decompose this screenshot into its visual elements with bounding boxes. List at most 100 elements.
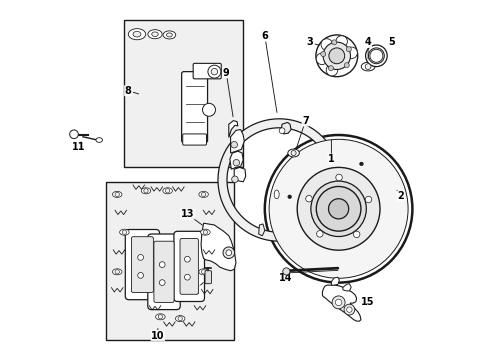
Ellipse shape bbox=[199, 269, 208, 275]
FancyBboxPatch shape bbox=[125, 230, 160, 300]
Circle shape bbox=[202, 103, 216, 116]
Circle shape bbox=[159, 262, 165, 267]
FancyBboxPatch shape bbox=[182, 72, 208, 143]
Polygon shape bbox=[201, 223, 236, 271]
Polygon shape bbox=[230, 151, 243, 169]
Circle shape bbox=[70, 130, 78, 139]
Circle shape bbox=[336, 36, 347, 47]
Ellipse shape bbox=[112, 192, 122, 197]
Circle shape bbox=[166, 189, 170, 193]
Circle shape bbox=[344, 304, 355, 315]
Circle shape bbox=[226, 250, 232, 256]
Text: 5: 5 bbox=[389, 37, 395, 48]
Ellipse shape bbox=[156, 314, 165, 320]
Circle shape bbox=[122, 230, 126, 234]
Circle shape bbox=[283, 268, 290, 275]
FancyBboxPatch shape bbox=[193, 63, 221, 79]
Circle shape bbox=[368, 48, 384, 64]
Circle shape bbox=[347, 307, 352, 312]
Circle shape bbox=[328, 199, 349, 219]
Circle shape bbox=[326, 64, 338, 76]
Text: 7: 7 bbox=[302, 116, 309, 126]
Circle shape bbox=[311, 181, 367, 237]
Polygon shape bbox=[281, 122, 291, 134]
Ellipse shape bbox=[128, 29, 146, 40]
Circle shape bbox=[223, 247, 235, 258]
Circle shape bbox=[265, 135, 413, 283]
Ellipse shape bbox=[288, 149, 299, 157]
Ellipse shape bbox=[274, 190, 279, 199]
Circle shape bbox=[138, 273, 144, 278]
Circle shape bbox=[321, 39, 333, 50]
Circle shape bbox=[201, 192, 206, 197]
Circle shape bbox=[138, 255, 144, 260]
Circle shape bbox=[332, 40, 337, 45]
Ellipse shape bbox=[141, 188, 151, 194]
Polygon shape bbox=[231, 130, 245, 153]
FancyBboxPatch shape bbox=[154, 241, 174, 302]
Circle shape bbox=[316, 186, 361, 231]
Text: 10: 10 bbox=[151, 330, 165, 341]
Polygon shape bbox=[343, 284, 351, 291]
Circle shape bbox=[344, 63, 349, 68]
FancyBboxPatch shape bbox=[131, 237, 153, 292]
Circle shape bbox=[353, 231, 360, 238]
Ellipse shape bbox=[200, 229, 210, 235]
Polygon shape bbox=[218, 119, 335, 241]
Text: 15: 15 bbox=[361, 297, 374, 307]
Text: 6: 6 bbox=[262, 31, 268, 41]
Circle shape bbox=[306, 195, 312, 202]
Circle shape bbox=[332, 296, 345, 309]
Ellipse shape bbox=[152, 32, 158, 36]
Bar bbox=[124, 20, 243, 167]
Circle shape bbox=[203, 230, 208, 234]
Circle shape bbox=[279, 128, 285, 134]
Text: 11: 11 bbox=[72, 142, 85, 152]
Ellipse shape bbox=[361, 62, 375, 71]
Ellipse shape bbox=[148, 30, 162, 39]
FancyBboxPatch shape bbox=[174, 231, 204, 302]
Circle shape bbox=[208, 65, 221, 78]
Polygon shape bbox=[322, 285, 361, 321]
Circle shape bbox=[185, 274, 190, 280]
Circle shape bbox=[297, 167, 380, 250]
FancyBboxPatch shape bbox=[183, 134, 206, 145]
Circle shape bbox=[269, 139, 408, 278]
Circle shape bbox=[144, 189, 148, 193]
Circle shape bbox=[328, 66, 334, 71]
Circle shape bbox=[158, 315, 163, 319]
Text: 13: 13 bbox=[181, 209, 194, 219]
Circle shape bbox=[231, 141, 238, 148]
Text: 14: 14 bbox=[279, 273, 292, 283]
Polygon shape bbox=[234, 167, 245, 182]
Circle shape bbox=[291, 150, 296, 156]
Circle shape bbox=[370, 49, 383, 62]
Circle shape bbox=[201, 270, 206, 274]
Circle shape bbox=[365, 196, 372, 203]
Polygon shape bbox=[259, 224, 265, 236]
Circle shape bbox=[360, 162, 363, 166]
Circle shape bbox=[317, 231, 323, 237]
Circle shape bbox=[115, 270, 120, 274]
Bar bbox=[106, 182, 234, 340]
Circle shape bbox=[365, 64, 371, 69]
Circle shape bbox=[115, 192, 120, 197]
Text: 3: 3 bbox=[306, 37, 313, 48]
Circle shape bbox=[178, 316, 182, 321]
Circle shape bbox=[346, 47, 357, 59]
Circle shape bbox=[321, 51, 326, 57]
Polygon shape bbox=[229, 121, 238, 138]
Ellipse shape bbox=[96, 138, 102, 142]
Circle shape bbox=[288, 195, 292, 199]
Circle shape bbox=[335, 299, 342, 306]
Ellipse shape bbox=[199, 192, 208, 197]
Ellipse shape bbox=[112, 269, 122, 275]
Circle shape bbox=[323, 42, 350, 69]
Circle shape bbox=[233, 159, 240, 166]
Polygon shape bbox=[331, 277, 339, 285]
Text: 8: 8 bbox=[124, 86, 131, 96]
Ellipse shape bbox=[163, 188, 172, 194]
Ellipse shape bbox=[133, 31, 141, 37]
Circle shape bbox=[366, 45, 387, 67]
Circle shape bbox=[329, 48, 345, 64]
